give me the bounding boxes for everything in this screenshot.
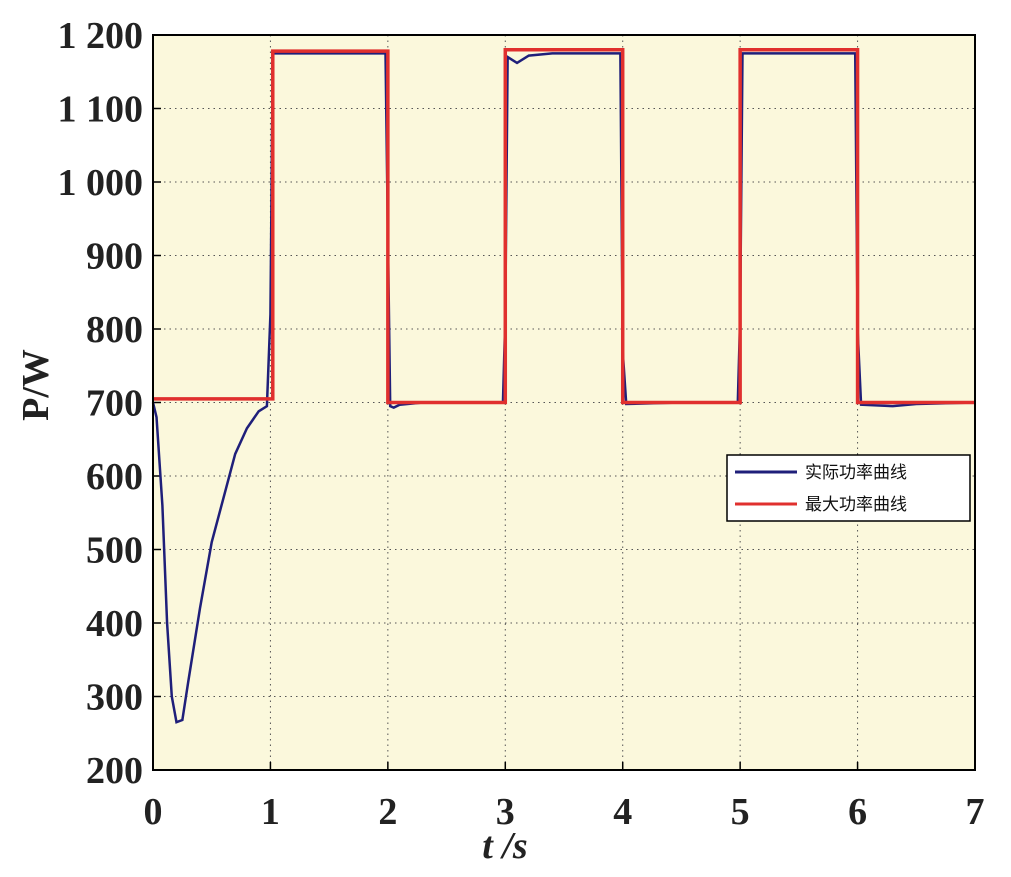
plot-frame: [152, 34, 976, 771]
y-tick-label: 1 200: [58, 15, 144, 57]
y-tick-label: 300: [86, 677, 143, 719]
y-tick-label: 900: [86, 236, 143, 278]
y-axis-label: P/W: [15, 349, 57, 421]
x-axis-label: t /s: [482, 825, 527, 867]
y-tick-label: 600: [86, 456, 143, 498]
x-tick-label: 6: [848, 791, 867, 833]
x-tick-label: 1: [261, 791, 280, 833]
x-tick-label: 4: [613, 791, 632, 833]
y-tick-label: 200: [86, 750, 143, 792]
x-tick-label: 5: [731, 791, 750, 833]
x-tick-label: 7: [966, 791, 985, 833]
y-tick-label: 800: [86, 309, 143, 351]
legend-box: [726, 454, 971, 522]
plot-background: [153, 35, 975, 770]
y-tick-label: 500: [86, 530, 143, 572]
legend-label: 实际功率曲线: [805, 463, 907, 483]
legend-label: 最大功率曲线: [805, 495, 907, 515]
y-tick-label: 700: [86, 383, 143, 425]
y-tick-label: 1 100: [58, 89, 144, 131]
x-tick-label: 2: [378, 791, 397, 833]
y-tick-label: 1 000: [58, 162, 144, 204]
x-tick-label: 3: [496, 791, 515, 833]
data-line: [153, 47, 975, 405]
y-tick-label: 400: [86, 603, 143, 645]
x-tick-label: 0: [144, 791, 163, 833]
